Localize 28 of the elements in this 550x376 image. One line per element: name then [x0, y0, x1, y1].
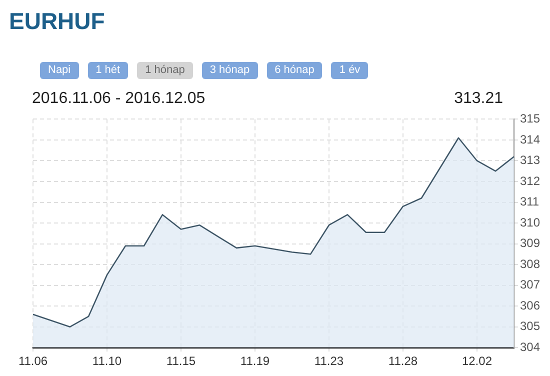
y-tick-label: 313: [520, 153, 540, 168]
x-tick-label: 11.28: [388, 354, 418, 368]
x-tick-label: 11.06: [18, 354, 48, 368]
y-tick-label: 307: [520, 278, 540, 292]
text: 1 hét: [88, 62, 128, 79]
y-tick-label: 306: [520, 298, 540, 312]
chart-title: EURHUF: [9, 8, 105, 35]
y-tick-label: 309: [520, 236, 540, 250]
text: 1 hónap: [137, 62, 193, 79]
y-tick-label: 304: [520, 340, 540, 354]
text: 3 hónap: [202, 62, 258, 79]
y-tick-label: 310: [520, 215, 540, 230]
x-tick-label: 11.10: [92, 354, 122, 368]
text: 6 hónap: [266, 62, 322, 79]
y-tick-label: 305: [520, 319, 540, 334]
text: 1 év: [331, 62, 368, 79]
x-tick-label: 11.15: [166, 354, 196, 368]
x-tick-label: 11.23: [314, 354, 344, 368]
y-tick-label: 312: [520, 174, 540, 188]
text: 313.21: [454, 90, 503, 108]
y-tick-label: 311: [520, 194, 540, 209]
x-tick-label: 12.02: [462, 354, 492, 368]
chart-subtitle: 2016.11.06 - 2016.12.05: [32, 90, 206, 108]
text: Napi: [40, 62, 79, 79]
x-tick-label: 11.19: [240, 354, 270, 368]
y-tick-label: 308: [520, 256, 540, 271]
y-tick-label: 314: [520, 132, 540, 146]
y-tick-label: 315: [520, 112, 540, 126]
